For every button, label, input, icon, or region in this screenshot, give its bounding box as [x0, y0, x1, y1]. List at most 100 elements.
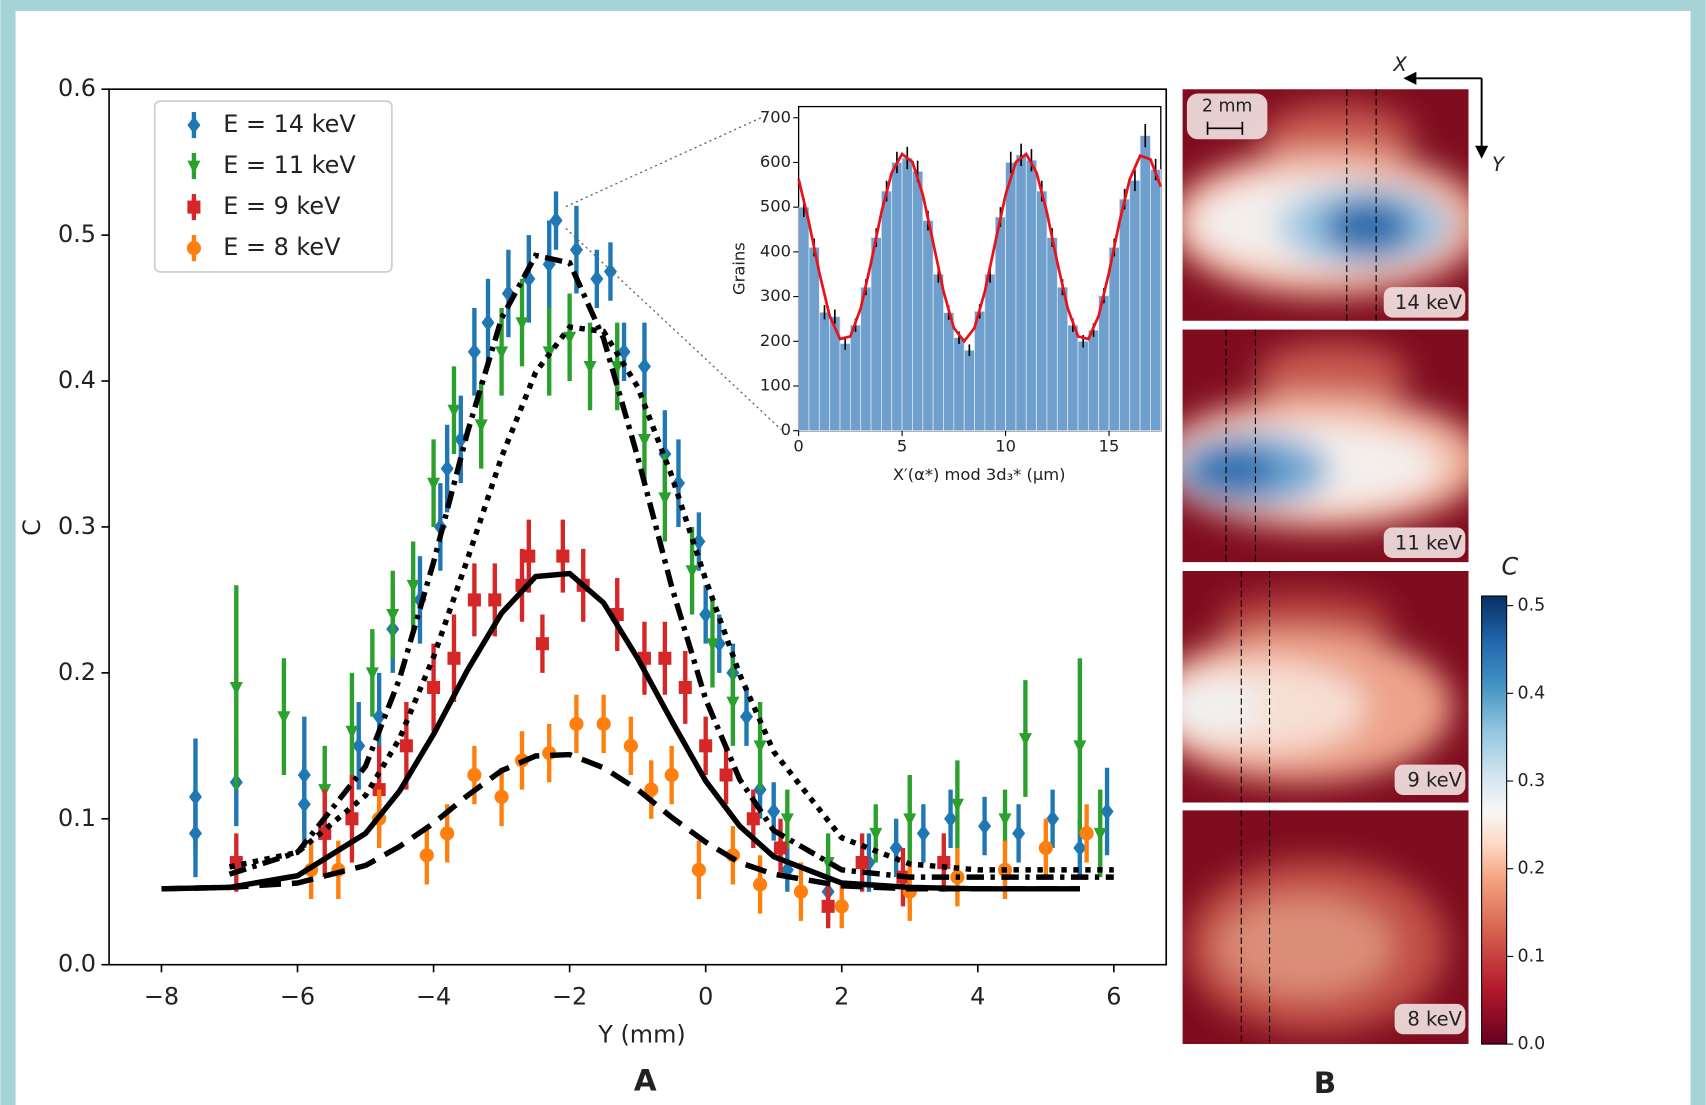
marker — [427, 477, 441, 491]
colorbar-tick-label: 0.2 — [1518, 859, 1546, 879]
marker — [583, 360, 597, 375]
histogram-bar — [1046, 237, 1058, 432]
y-tick-label: 0.2 — [58, 658, 96, 686]
histogram-bar — [963, 349, 975, 432]
marker — [889, 839, 903, 857]
marker — [637, 357, 651, 376]
marker — [187, 200, 201, 214]
energy-label: 14 keV — [1395, 291, 1463, 314]
histogram-bar — [901, 157, 913, 432]
fit-curve — [228, 324, 1114, 873]
colorbar-tick-label: 0.3 — [1518, 771, 1546, 791]
heatmap — [1182, 329, 1469, 563]
x-tick-label: −2 — [552, 982, 587, 1010]
x-tick-label: 10 — [995, 437, 1016, 456]
marker — [229, 682, 243, 696]
marker — [440, 459, 454, 478]
series — [229, 278, 1107, 892]
marker — [1073, 839, 1087, 857]
marker — [664, 767, 679, 783]
marker — [610, 360, 624, 375]
marker — [569, 716, 584, 732]
marker — [495, 346, 509, 360]
histogram-bar — [1025, 159, 1037, 432]
arrow-heads — [1403, 71, 1489, 159]
marker — [481, 313, 495, 332]
histogram-bar — [839, 343, 851, 432]
marker — [793, 884, 808, 899]
marker — [1046, 810, 1060, 828]
legend-label: E = 8 keV — [223, 233, 341, 261]
panel-label-box — [1394, 764, 1466, 796]
marker — [780, 813, 794, 827]
histogram-bar — [808, 247, 820, 432]
marker — [399, 739, 413, 753]
y-tick-label: 0.3 — [58, 512, 96, 540]
zoom-connector — [565, 227, 782, 431]
marker — [1012, 824, 1026, 843]
energy-label: 8 keV — [1407, 1008, 1462, 1031]
marker — [1073, 740, 1087, 754]
histogram-bar — [860, 286, 872, 432]
marker — [535, 637, 549, 651]
marker — [834, 899, 849, 914]
marker — [1079, 826, 1094, 841]
marker — [447, 404, 461, 418]
marker — [658, 651, 672, 665]
histogram-bar — [870, 237, 882, 432]
y-tick-label: 300 — [760, 286, 791, 305]
marker — [440, 826, 455, 841]
panel-label: B — [1314, 1066, 1336, 1100]
y-tick-label: 0.5 — [58, 220, 96, 248]
marker — [671, 474, 685, 492]
marker — [950, 798, 964, 812]
marker — [386, 609, 400, 623]
marker — [644, 782, 659, 797]
y-tick-label: 700 — [760, 107, 791, 126]
marker — [569, 240, 583, 259]
histogram-bar — [994, 216, 1006, 432]
histogram-bar — [1139, 135, 1151, 432]
y-direction-label: Y — [1492, 153, 1506, 176]
axis-arrows — [1412, 77, 1483, 151]
fit-curve — [161, 751, 1080, 892]
y-tick-label: 0.4 — [58, 366, 96, 394]
marker — [318, 826, 332, 840]
marker — [515, 317, 529, 331]
panel-label: A — [634, 1064, 657, 1098]
marker — [637, 433, 651, 448]
marker — [419, 848, 434, 863]
marker — [187, 160, 201, 174]
marker — [1100, 802, 1114, 821]
energy-label: 9 keV — [1407, 768, 1462, 791]
fit-curve — [797, 151, 1163, 344]
marker — [501, 284, 515, 303]
marker — [603, 262, 617, 281]
marker — [623, 738, 638, 753]
histogram-bar — [974, 310, 986, 432]
colorbar-tick-label: 0.1 — [1518, 946, 1546, 966]
inset: Grains X′(α*) mod 3d₃* (μm) 0 5 10 15 0 100 20… — [729, 105, 1163, 484]
inset-y-label: Grains — [729, 242, 748, 295]
panel-label-box — [1383, 287, 1466, 318]
y-tick-label: 0.6 — [58, 74, 96, 102]
histogram-bar — [1108, 247, 1120, 432]
histogram-bar — [1015, 154, 1027, 432]
x-tick-label: 0 — [698, 982, 713, 1010]
x-tick-label: −4 — [416, 982, 451, 1010]
marker — [186, 241, 201, 256]
marker — [821, 899, 835, 913]
marker — [753, 740, 767, 754]
marker — [699, 739, 713, 753]
scale-bar-label: 2 mm — [1202, 97, 1252, 117]
marker — [998, 813, 1012, 827]
x-tick-label: 0 — [793, 437, 803, 456]
marker — [855, 856, 869, 870]
histogram-bar — [849, 324, 862, 432]
histogram-bar — [891, 162, 903, 432]
heatmap — [1182, 89, 1469, 321]
marker — [556, 549, 570, 563]
marker — [705, 638, 720, 652]
marker — [1038, 840, 1053, 856]
